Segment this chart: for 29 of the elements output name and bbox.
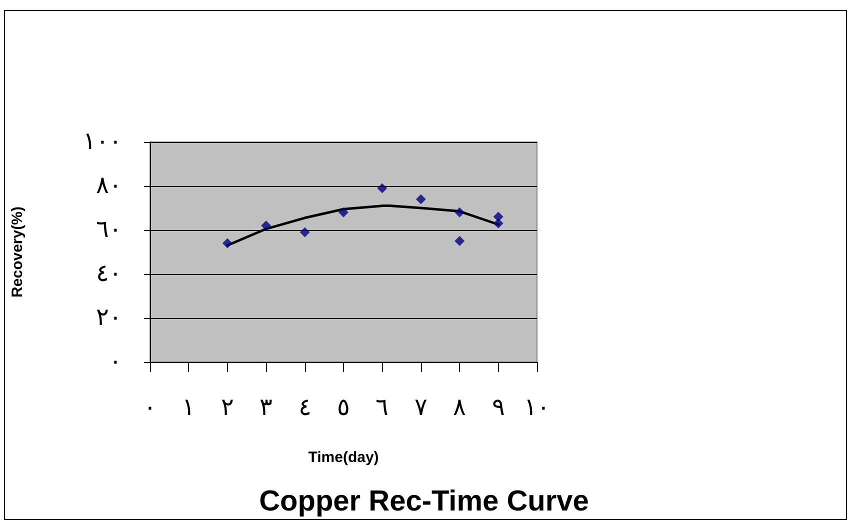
y-tick-label: ٦٠ bbox=[96, 217, 122, 243]
point bbox=[493, 218, 504, 228]
x-tick-label: ١٠ bbox=[524, 395, 550, 421]
x-tick-label: ١ bbox=[182, 395, 196, 421]
y-tick-label: ٠ bbox=[109, 349, 122, 375]
x-tick-label: ٩ bbox=[492, 395, 505, 421]
x-axis-title: Time(day) bbox=[308, 449, 379, 466]
x-tick-label: ٧ bbox=[414, 395, 428, 421]
x-tick-label: ٢ bbox=[220, 395, 234, 421]
x-tick-label: ٦ bbox=[376, 395, 389, 421]
point bbox=[377, 183, 388, 194]
text: Copper Rec-Time Curve bbox=[259, 486, 589, 518]
point bbox=[300, 227, 310, 238]
y-tick-label: ٨٠ bbox=[96, 173, 122, 199]
x-tick-label: ٨ bbox=[453, 395, 466, 421]
point bbox=[261, 220, 272, 231]
x-tick-label: ٠ bbox=[144, 395, 156, 421]
point bbox=[454, 207, 465, 218]
y-tick-label: ٢٠ bbox=[96, 305, 122, 331]
x-tick-label: ٣ bbox=[260, 395, 273, 421]
point bbox=[416, 194, 426, 204]
point bbox=[454, 236, 465, 246]
x-tick-label: ٤ bbox=[298, 395, 312, 421]
point bbox=[222, 238, 232, 248]
y-tick-label: ٤٠ bbox=[96, 261, 122, 287]
point bbox=[338, 207, 348, 218]
y-tick-label: ١٠٠ bbox=[83, 129, 122, 155]
y-axis-title: Recovery(%) bbox=[9, 206, 26, 298]
x-tick-label: ٥ bbox=[337, 395, 350, 421]
